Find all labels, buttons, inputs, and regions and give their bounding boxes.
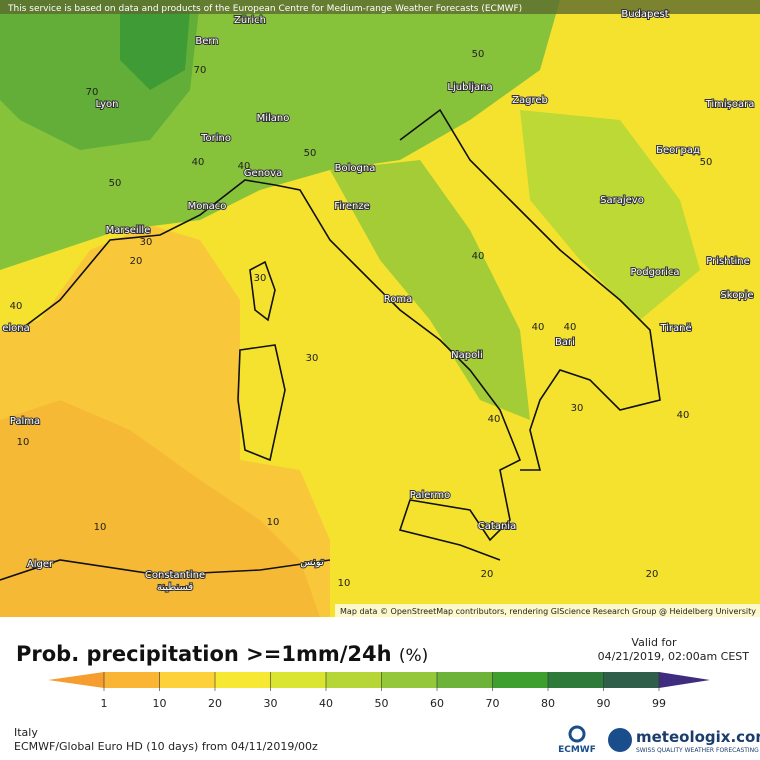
- contour-label: 40: [472, 251, 485, 262]
- colorbar-arrow: [48, 672, 104, 688]
- city-label: Alger: [27, 559, 54, 570]
- contour-label: 10: [17, 437, 30, 448]
- contour-label: 20: [481, 569, 494, 580]
- contour-label: 20: [130, 256, 143, 267]
- city-label: Constantine: [145, 570, 205, 581]
- contour-label: 50: [109, 178, 122, 189]
- colorbar-arrow: [659, 672, 710, 688]
- attribution: This service is based on data and produc…: [7, 4, 522, 14]
- colorbar-segment: [548, 672, 604, 688]
- ecmwf-icon: [568, 725, 586, 743]
- contour-label: 30: [140, 237, 153, 248]
- colorbar-segment: [492, 672, 548, 688]
- contour-label: 40: [488, 414, 501, 425]
- colorbar-tick-label: 50: [375, 697, 389, 710]
- colorbar-segment: [270, 672, 326, 688]
- contour-label: 50: [472, 49, 485, 60]
- brand-tagline: SWISS QUALITY WEATHER FORECASTING: [636, 747, 759, 754]
- header: Valid for 04/21/2019, 02:00am CEST Prob.…: [16, 636, 749, 666]
- city-label: Torino: [200, 133, 231, 144]
- colorbar-tick-label: 80: [541, 697, 555, 710]
- city-label: Timișoara: [705, 99, 755, 110]
- contour-label: 30: [306, 353, 319, 364]
- city-label: Lyon: [95, 99, 118, 110]
- contour-label: 50: [304, 148, 317, 159]
- contour-label: 70: [194, 65, 207, 76]
- colorbar-tick-label: 40: [319, 697, 333, 710]
- city-label: Zagreb: [512, 95, 548, 106]
- city-label: elona: [2, 323, 30, 334]
- city-label: Skopje: [720, 290, 753, 301]
- colorbar-tick-label: 30: [264, 697, 278, 710]
- colorbar-tick-label: 99: [652, 697, 666, 710]
- city-label: Tiranë: [659, 323, 691, 334]
- city-label: تونس: [300, 557, 324, 568]
- contour-label: 10: [94, 522, 107, 533]
- colorbar-tick-label: 70: [486, 697, 500, 710]
- brand-icon: [608, 728, 632, 752]
- city-label: Sarajevo: [600, 195, 644, 206]
- colorbar-tick-label: 1: [101, 697, 108, 710]
- city-label: Bologna: [335, 163, 376, 174]
- brand: meteologix.com: [636, 728, 760, 746]
- contour-label: 20: [646, 569, 659, 580]
- contour-label: 50: [700, 157, 713, 168]
- ecmwf-logo: ECMWF: [558, 745, 596, 755]
- colorbar-tick-label: 60: [430, 697, 444, 710]
- city-label: Genova: [244, 168, 282, 179]
- contour-label: 40: [677, 410, 690, 421]
- colorbar-tick-label: 90: [597, 697, 611, 710]
- title-text: Prob. precipitation >=1mm/24h: [16, 642, 392, 666]
- city-label: Firenze: [334, 201, 370, 212]
- contour-label: 30: [571, 403, 584, 414]
- city-label: Београд: [656, 145, 700, 156]
- contour-label: 40: [238, 161, 251, 172]
- city-label: Palma: [10, 416, 40, 427]
- city-label: Zürich: [234, 15, 266, 26]
- colorbar-segment: [326, 672, 382, 688]
- city-label: Roma: [384, 294, 413, 305]
- contour-label: 10: [338, 578, 351, 589]
- colorbar-segment: [215, 672, 271, 688]
- colorbar-segment: [603, 672, 659, 688]
- contour-label: 70: [86, 87, 99, 98]
- city-label: Catania: [478, 521, 516, 532]
- contour-label: 40: [564, 322, 577, 333]
- map: [0, 0, 760, 617]
- city-label: Bari: [555, 337, 575, 348]
- city-label: Napoli: [451, 350, 483, 361]
- colorbar-segment: [437, 672, 493, 688]
- city-label: Ljubljana: [447, 82, 492, 93]
- city-label: Bern: [195, 36, 218, 47]
- contour-label: 30: [254, 273, 267, 284]
- map-credit: Map data © OpenStreetMap contributors, r…: [340, 607, 756, 616]
- contour-label: 40: [532, 322, 545, 333]
- colorbar-segment: [104, 672, 160, 688]
- city-label: Prishtine: [706, 256, 749, 267]
- city-label: Palermo: [410, 490, 450, 501]
- contour-label: 40: [192, 157, 205, 168]
- city-label: Budapest: [621, 9, 668, 20]
- colorbar-segment: [159, 672, 215, 688]
- contour-label: 40: [10, 301, 23, 312]
- model-line: ECMWF/Global Euro HD (10 days) from 04/1…: [14, 740, 318, 753]
- colorbar-segment: [381, 672, 437, 688]
- city-label: Marseille: [106, 225, 151, 236]
- valid-label: Valid for: [631, 636, 677, 649]
- city-label: Milano: [257, 113, 290, 124]
- title: Prob. precipitation >=1mm/24h (%): [16, 642, 428, 666]
- city-label: Monaco: [188, 201, 227, 212]
- valid-time: 04/21/2019, 02:00am CEST: [598, 650, 750, 663]
- region: Italy: [14, 726, 38, 739]
- city-label: Podgorica: [630, 267, 679, 278]
- contour-label: 10: [267, 517, 280, 528]
- colorbar-tick-label: 10: [153, 697, 167, 710]
- colorbar-tick-label: 20: [208, 697, 222, 710]
- unit: (%): [399, 646, 428, 666]
- city-label: قسنطينة: [157, 582, 194, 593]
